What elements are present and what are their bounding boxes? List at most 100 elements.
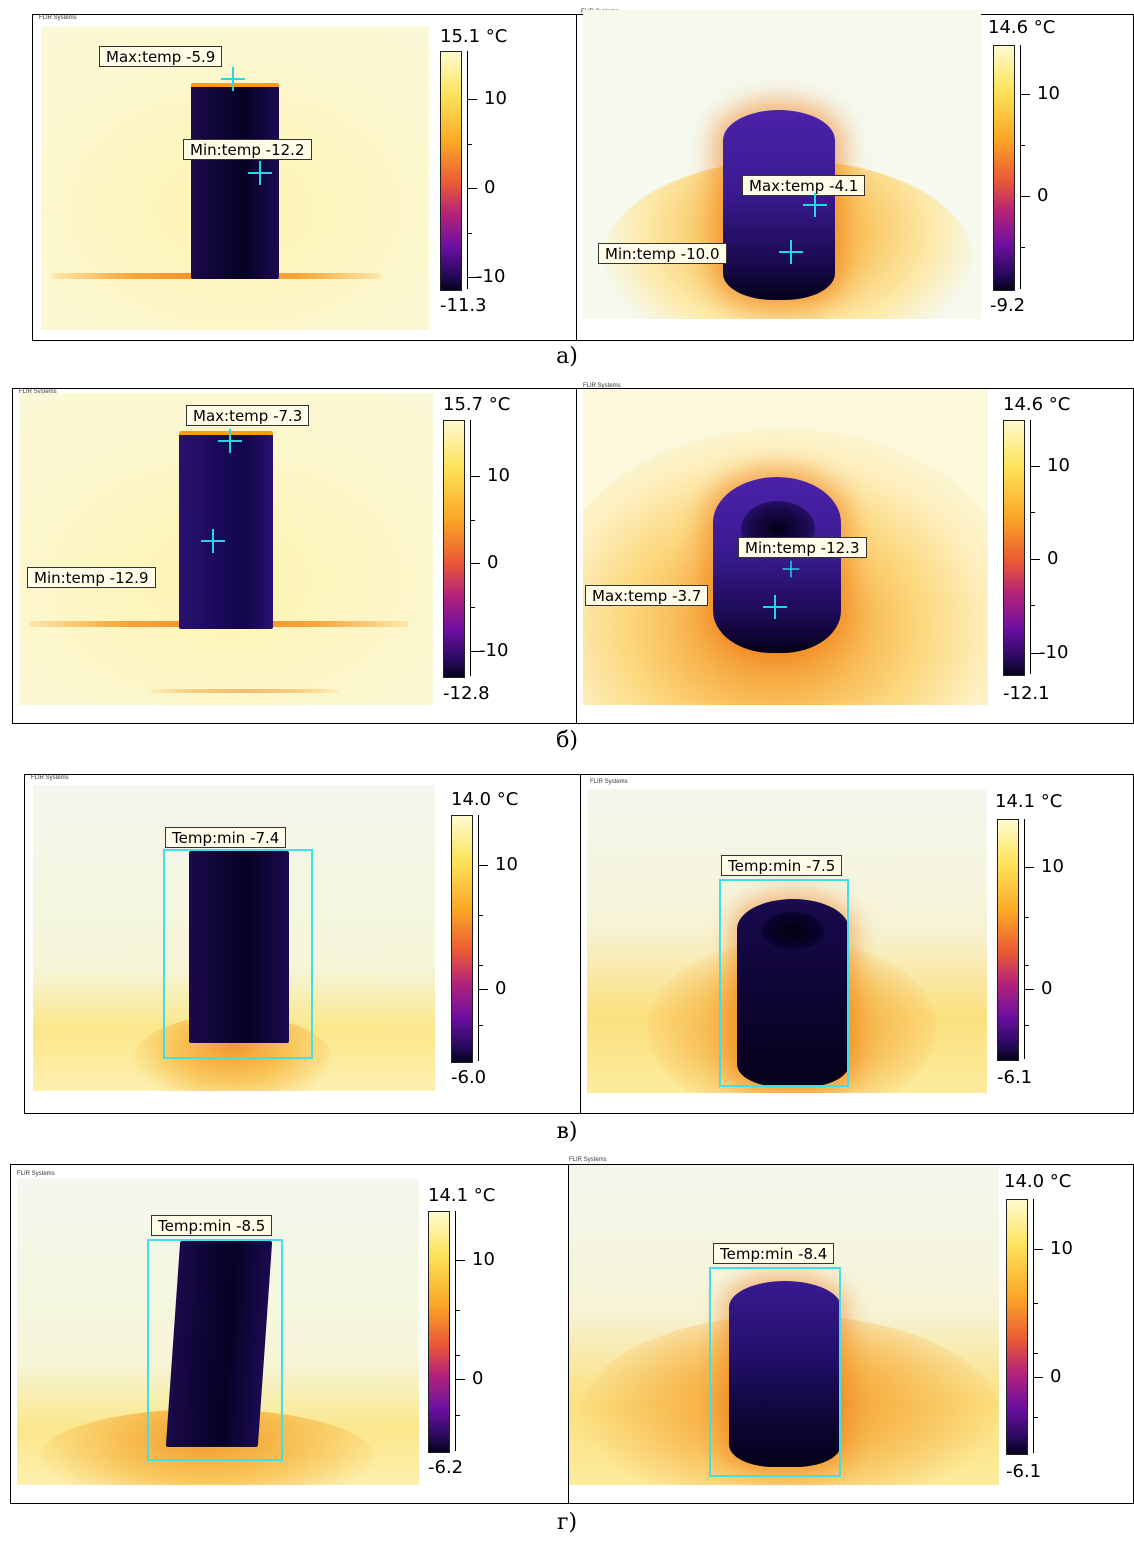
scale-axis: [1033, 1199, 1034, 1453]
scale-tick: [1024, 965, 1029, 966]
scale-max-label: 15.7 °C: [443, 394, 511, 415]
sample-cylinder: [729, 1281, 841, 1467]
scale-axis: [470, 420, 471, 676]
brand-label: FLIR Systems: [569, 1157, 607, 1163]
brand-label: FLIR Systems: [31, 775, 69, 781]
scale-min-label: -11.3: [440, 295, 487, 316]
scale-tick-label: 0: [484, 177, 496, 198]
color-scale-bar: [1006, 1199, 1028, 1455]
scale-tick: [470, 651, 480, 652]
scale-max-label: 14.6 °C: [1003, 394, 1071, 415]
panel-divider: [576, 389, 577, 723]
scale-tick: [467, 144, 472, 145]
scale-max-label: 15.1 °C: [440, 26, 508, 47]
brand-label: FLIR Systems: [583, 383, 621, 389]
scale-tick: [470, 476, 480, 477]
panel-a: FLIR Systems Max:temp -5.9 Min:temp -12.…: [32, 9, 1134, 341]
brand-label: FLIR Systems: [19, 389, 57, 395]
scale-tick-label: 10: [1047, 455, 1070, 476]
scale-tick-label: 10: [1037, 83, 1060, 104]
scale-tick: [1020, 94, 1030, 95]
roi-box: [163, 849, 313, 1059]
scale-tick: [470, 520, 475, 521]
sample-rod: [189, 851, 289, 1043]
scale-axis: [1024, 819, 1025, 1059]
scale-min-label: -6.2: [428, 1457, 464, 1478]
panel-b: FLIR Systems Max:temp -7.3 Min:temp -12.…: [12, 383, 1134, 724]
color-scale-bar: [997, 819, 1019, 1061]
scale-tick: [1030, 512, 1035, 513]
scale-tick: [1033, 1303, 1038, 1304]
brand-label: FLIR Systems: [17, 1171, 55, 1177]
thermal-image-right: [569, 1165, 999, 1485]
max-temp-label: Max:temp -4.1: [742, 175, 866, 196]
scale-min-label: -9.2: [990, 295, 1026, 316]
panel-v: FLIR Systems Temp:min -7.4 14.0 °C 10 0 …: [24, 774, 1134, 1114]
color-scale-bar: [1003, 420, 1025, 676]
thermal-image-right: [587, 789, 987, 1093]
panel-divider: [576, 15, 577, 340]
scale-tick-label: 0: [1047, 548, 1059, 569]
scale-tick: [467, 188, 477, 189]
scale-tick: [1030, 466, 1040, 467]
color-scale-bar: [440, 51, 462, 291]
scale-tick-label: 10: [1041, 856, 1064, 877]
min-temp-label: Temp:min -7.5: [721, 855, 843, 876]
max-crosshair-icon: [218, 429, 242, 453]
scale-tick: [1024, 867, 1034, 868]
scale-tick-label: 0: [1037, 185, 1049, 206]
scale-tick-label: -10: [479, 640, 509, 661]
min-crosshair-icon: [782, 560, 800, 578]
scale-max-label: 14.6 °C: [988, 17, 1056, 38]
thermal-image-right: [583, 10, 981, 319]
min-crosshair-icon: [201, 529, 225, 553]
panel-g: FLIR Systems Temp:min -8.5 14.1 °C 10 0 …: [10, 1157, 1134, 1504]
max-crosshair-icon: [763, 595, 787, 619]
thermal-image-left: [19, 393, 433, 705]
scale-tick: [1033, 1249, 1043, 1250]
scale-max-label: 14.1 °C: [995, 791, 1063, 812]
scale-tick: [478, 1025, 483, 1026]
scale-tick: [1030, 605, 1035, 606]
scale-tick-label: -10: [476, 266, 506, 287]
brand-label: FLIR Systems: [39, 15, 77, 21]
scale-tick: [1024, 989, 1034, 990]
scale-tick: [1020, 196, 1030, 197]
thermal-image-left: [41, 27, 429, 330]
panel-divider: [580, 775, 581, 1113]
max-temp-label: Max:temp -5.9: [99, 46, 223, 67]
scale-tick: [455, 1260, 465, 1261]
scale-tick-label: 0: [1041, 978, 1053, 999]
hollow-core: [759, 911, 827, 951]
roi-box: [147, 1239, 283, 1461]
scale-tick-label: 10: [1050, 1238, 1073, 1259]
scale-min-label: -12.1: [1003, 683, 1050, 704]
caption-v: в): [556, 1119, 578, 1144]
scale-tick-label: 10: [484, 88, 507, 109]
scale-tick: [1020, 247, 1025, 248]
scale-axis: [478, 815, 479, 1061]
reflection-strip: [149, 689, 339, 693]
scale-tick: [467, 99, 477, 100]
scale-tick: [470, 607, 475, 608]
scale-tick-label: 0: [1050, 1366, 1062, 1387]
min-temp-label: Min:temp -12.2: [183, 139, 312, 160]
color-scale-bar: [993, 45, 1015, 291]
caption-a: а): [556, 344, 578, 369]
brand-label: FLIR Systems: [590, 779, 628, 785]
scale-tick-label: 10: [495, 854, 518, 875]
scale-tick: [1033, 1417, 1038, 1418]
caption-b: б): [556, 728, 578, 753]
scale-min-label: -6.1: [1006, 1461, 1042, 1482]
scale-tick: [1030, 559, 1040, 560]
min-crosshair-icon: [779, 240, 803, 264]
scale-max-label: 14.1 °C: [428, 1185, 496, 1206]
max-crosshair-icon: [221, 67, 245, 91]
scale-min-label: -6.1: [997, 1067, 1033, 1088]
scale-axis: [455, 1211, 456, 1451]
scale-tick: [470, 563, 480, 564]
scale-tick: [1024, 1025, 1029, 1026]
scale-tick: [1033, 1353, 1038, 1354]
color-scale-bar: [443, 420, 465, 678]
scale-axis: [1030, 420, 1031, 674]
